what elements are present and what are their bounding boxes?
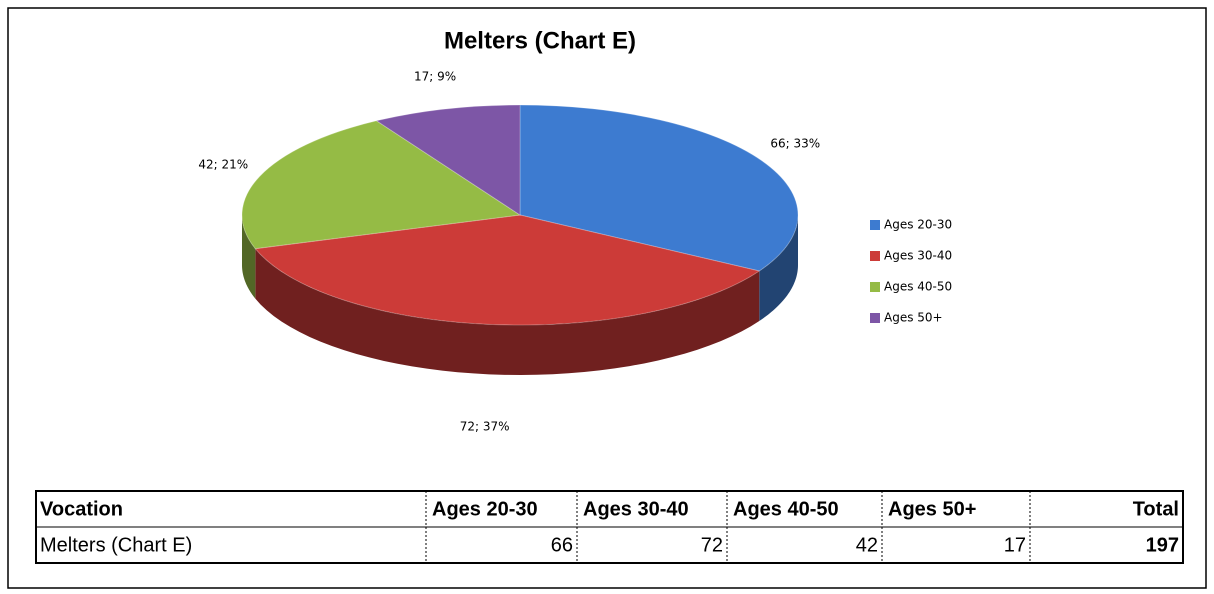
table-cell: 72: [701, 534, 723, 556]
legend-swatch: [870, 313, 880, 323]
chart-title: Melters (Chart E): [444, 27, 636, 54]
table-cell: Melters (Chart E): [40, 534, 192, 556]
pie-slice-side: [759, 215, 798, 322]
table-header: Ages 30-40: [583, 498, 689, 520]
legend-swatch: [870, 251, 880, 261]
legend-label: Ages 40-50: [884, 280, 952, 294]
table-cell: 17: [1004, 534, 1026, 556]
pie-slice: [375, 104, 521, 216]
legend-label: Ages 50+: [884, 311, 943, 325]
table-cell: 197: [1146, 534, 1179, 556]
legend-label: Ages 20-30: [884, 218, 952, 232]
pie-slice: [519, 104, 799, 272]
table-header: Vocation: [40, 498, 123, 520]
table-cell: 66: [551, 534, 573, 556]
data-label: 66; 33%: [770, 137, 820, 151]
table-cell: 42: [856, 534, 878, 556]
pie-slice-side: [242, 215, 256, 299]
table-header: Total: [1133, 498, 1179, 520]
table-header: Ages 40-50: [733, 498, 839, 520]
legend-label: Ages 30-40: [884, 249, 952, 263]
legend-swatch: [870, 220, 880, 230]
legend-swatch: [870, 282, 880, 292]
pie-slice: [241, 120, 522, 250]
data-label: 72; 37%: [460, 420, 510, 434]
pie-slice-side: [255, 248, 760, 375]
pie-slice: [254, 214, 761, 326]
table-header: Ages 50+: [888, 498, 976, 520]
table-header: Ages 20-30: [432, 498, 538, 520]
data-label: 17; 9%: [414, 70, 456, 84]
data-label: 42; 21%: [198, 157, 248, 171]
